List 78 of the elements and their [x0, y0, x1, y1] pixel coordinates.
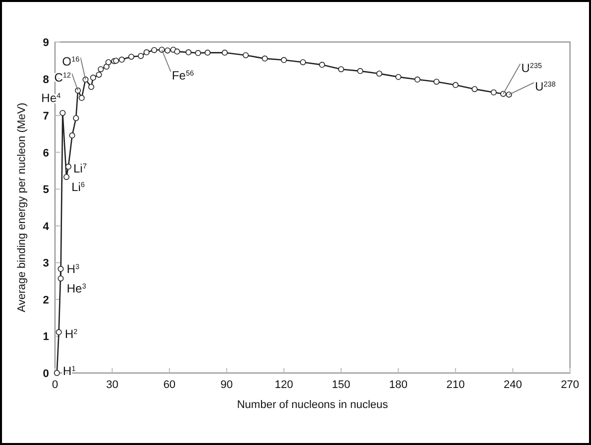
point: [395, 74, 402, 80]
point: [144, 49, 150, 56]
point: [65, 164, 72, 170]
annotation: H$^{1}$: [62, 364, 76, 378]
point: [82, 76, 89, 83]
point: [118, 56, 125, 63]
point: [506, 92, 512, 98]
point: [222, 50, 228, 56]
point: [300, 59, 306, 66]
point: [433, 78, 440, 85]
annotation: U$^{235}$: [521, 60, 542, 75]
point: [472, 86, 478, 92]
x-tick-label: 240: [504, 379, 522, 391]
x-tick-label: 210: [446, 379, 465, 391]
y-tick-label: 4: [42, 220, 50, 233]
x-tick-label: 120: [274, 379, 294, 391]
annotation: C$^{12}$: [54, 70, 71, 85]
point: [262, 56, 268, 62]
x-tick-label: 270: [560, 379, 580, 391]
x-tick-label: 90: [220, 379, 233, 391]
annotation: H$^{3}$: [66, 261, 80, 276]
point: [186, 49, 192, 56]
point: [56, 329, 62, 336]
point: [54, 370, 60, 376]
y-tick-label: 1: [42, 331, 49, 344]
x-tick-label: 150: [332, 379, 350, 391]
point: [490, 89, 497, 96]
point: [452, 82, 459, 88]
annotation: U$^{238}$: [534, 79, 556, 94]
point: [338, 66, 344, 72]
point: [105, 59, 112, 66]
y-tick-label: 9: [42, 37, 49, 49]
x-tick-label: 30: [106, 379, 118, 391]
point: [195, 50, 202, 56]
point: [58, 266, 64, 272]
point: [69, 132, 76, 138]
point: [151, 47, 158, 54]
point: [96, 72, 102, 78]
point: [204, 50, 211, 56]
point: [74, 88, 81, 94]
point: [376, 70, 382, 77]
point: [128, 54, 134, 60]
point: [90, 74, 96, 81]
point: [414, 76, 420, 83]
point: [63, 174, 70, 180]
x-tick-label: 0: [52, 379, 58, 391]
point: [164, 47, 171, 54]
annotation: O$^{16}$: [62, 54, 80, 69]
point: [242, 52, 249, 58]
annotation: Li$^{6}$: [71, 179, 85, 194]
point: [357, 68, 364, 74]
point: [58, 275, 64, 282]
y-tick-label: 8: [42, 74, 49, 86]
y-tick-label: 3: [42, 258, 49, 270]
point: [319, 62, 326, 68]
annotation: Fe$^{56}$: [172, 68, 194, 83]
point: [88, 84, 94, 90]
y-tick-label: 7: [42, 110, 49, 123]
point: [60, 110, 66, 116]
point: [138, 52, 144, 59]
x-tick-label: 60: [163, 379, 176, 391]
point: [78, 94, 85, 101]
point: [72, 115, 79, 122]
annotation: He$^{4}$: [41, 90, 61, 105]
annotation: H$^{2}$: [64, 326, 78, 342]
y-tick-label: 6: [42, 147, 49, 160]
y-tick-label: 0: [42, 368, 49, 380]
point: [280, 57, 287, 64]
x-tick-label: 180: [389, 379, 408, 391]
y-tick-label: 2: [42, 294, 49, 306]
y-axis-title: Average binding energy per nucleon (MeV): [16, 102, 28, 312]
annotation: He$^{3}$: [66, 280, 86, 296]
point: [104, 64, 110, 70]
point: [98, 66, 104, 72]
x-axis-title: Number of nucleons in nucleus: [236, 399, 389, 411]
annotation: Li$^{7}$: [73, 161, 87, 176]
y-tick-label: 5: [42, 184, 49, 196]
point: [174, 48, 180, 55]
